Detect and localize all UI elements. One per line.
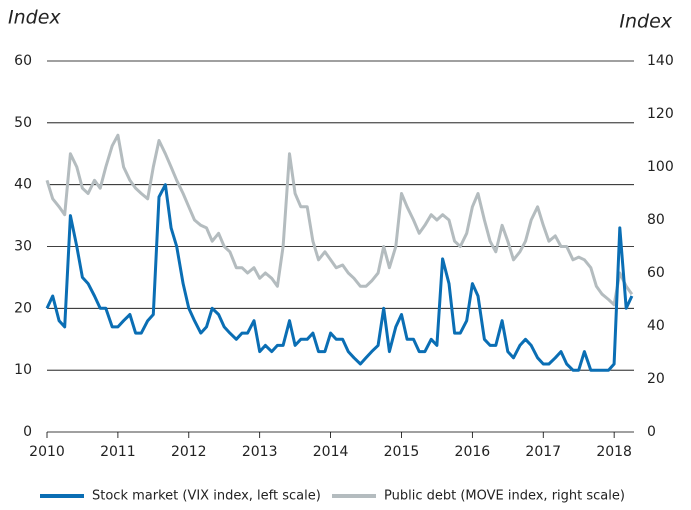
- y2-tick-label: 20: [647, 371, 665, 387]
- x-tick-label: 2010: [29, 444, 65, 460]
- y2-tick-label: 0: [647, 424, 656, 440]
- y2-axis-title: Index: [619, 11, 672, 33]
- y-tick-label: 0: [23, 424, 32, 440]
- series-line: [45, 133, 634, 307]
- x-tick-label: 2015: [384, 444, 420, 460]
- legend-label: Public debt (MOVE index, right scale): [384, 489, 625, 504]
- y2-tick-label: 60: [647, 265, 665, 281]
- y-tick-label: 40: [14, 177, 32, 193]
- x-tick-label: 2013: [242, 444, 278, 460]
- x-tick-label: 2012: [171, 444, 207, 460]
- y2-tick-label: 40: [647, 318, 665, 334]
- y2-tick-label: 80: [647, 212, 665, 228]
- y2-tick-label: 100: [647, 159, 674, 175]
- x-tick-label: 2014: [313, 444, 349, 460]
- x-tick-label: 2016: [455, 444, 491, 460]
- series-line: [45, 183, 634, 372]
- legend-label: Stock market (VIX index, left scale): [92, 489, 321, 504]
- x-tick-label: 2011: [100, 444, 136, 460]
- y-tick-label: 10: [14, 362, 32, 378]
- y2-tick-label: 140: [647, 53, 674, 69]
- y-tick-label: 30: [14, 239, 32, 255]
- y-tick-label: 20: [14, 300, 32, 316]
- y2-tick-label: 120: [647, 106, 674, 122]
- y-tick-label: 50: [14, 115, 32, 131]
- y-tick-label: 60: [14, 53, 32, 69]
- x-tick-label: 2017: [525, 444, 561, 460]
- y-axis-title: Index: [8, 7, 61, 29]
- x-tick-label: 2018: [596, 444, 632, 460]
